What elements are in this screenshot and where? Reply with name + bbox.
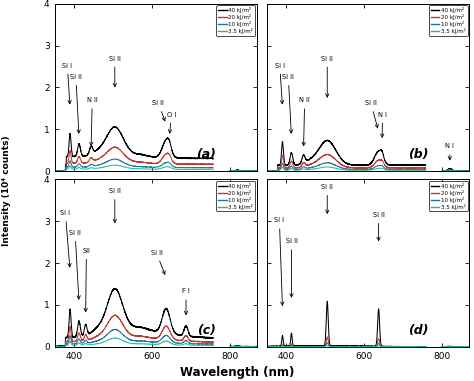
Text: Si II: Si II bbox=[69, 230, 81, 299]
Text: Si II: Si II bbox=[109, 56, 121, 86]
Legend: 40 kJ/m², 20 kJ/m², 10 kJ/m², 3.5 kJ/m²: 40 kJ/m², 20 kJ/m², 10 kJ/m², 3.5 kJ/m² bbox=[429, 181, 467, 211]
Text: F I: F I bbox=[182, 288, 190, 315]
Text: (a): (a) bbox=[196, 148, 216, 161]
Text: Si II: Si II bbox=[373, 212, 384, 240]
Text: N II: N II bbox=[299, 97, 310, 146]
Text: Si II: Si II bbox=[109, 188, 121, 223]
Legend: 40 kJ/m², 20 kJ/m², 10 kJ/m², 3.5 kJ/m²: 40 kJ/m², 20 kJ/m², 10 kJ/m², 3.5 kJ/m² bbox=[429, 5, 467, 36]
Text: N I: N I bbox=[446, 143, 454, 160]
Text: (d): (d) bbox=[409, 324, 429, 337]
Text: (c): (c) bbox=[197, 324, 216, 337]
Text: Si II: Si II bbox=[283, 74, 294, 133]
Text: Wavelength (nm): Wavelength (nm) bbox=[180, 366, 294, 379]
Text: SII: SII bbox=[82, 248, 91, 312]
Text: N II: N II bbox=[87, 97, 98, 146]
Text: Si I: Si I bbox=[274, 217, 284, 305]
Text: Si II: Si II bbox=[321, 184, 333, 213]
Text: Intensity (10⁴ counts): Intensity (10⁴ counts) bbox=[2, 135, 11, 246]
Text: (b): (b) bbox=[409, 148, 429, 161]
Text: Si II: Si II bbox=[70, 74, 82, 133]
Text: N I: N I bbox=[378, 112, 387, 137]
Text: Si II: Si II bbox=[153, 100, 165, 121]
Text: Si I: Si I bbox=[275, 62, 285, 104]
Text: Si I: Si I bbox=[60, 210, 71, 267]
Legend: 40 kJ/m², 20 kJ/m², 10 kJ/m², 3.5 kJ/m²: 40 kJ/m², 20 kJ/m², 10 kJ/m², 3.5 kJ/m² bbox=[217, 5, 255, 36]
Text: Si II: Si II bbox=[151, 250, 165, 274]
Text: Si II: Si II bbox=[365, 100, 378, 128]
Legend: 40 kJ/m², 20 kJ/m², 10 kJ/m², 3.5 kJ/m²: 40 kJ/m², 20 kJ/m², 10 kJ/m², 3.5 kJ/m² bbox=[217, 181, 255, 211]
Text: O I: O I bbox=[167, 112, 176, 133]
Text: Si I: Si I bbox=[63, 62, 73, 104]
Text: Si II: Si II bbox=[285, 238, 297, 297]
Text: Si II: Si II bbox=[321, 56, 333, 97]
